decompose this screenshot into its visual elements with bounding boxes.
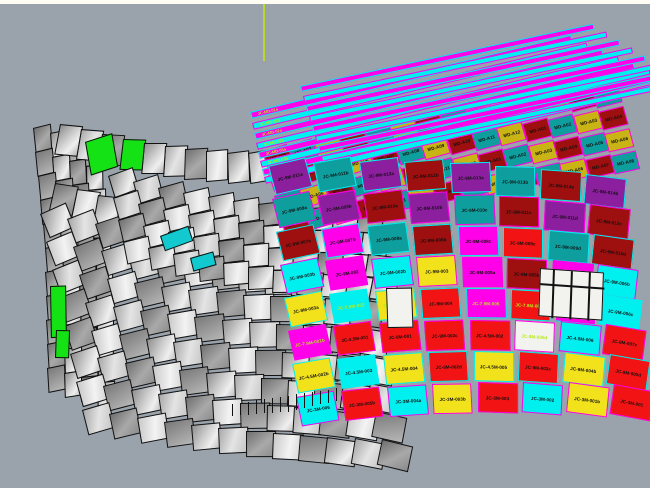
keel-rib — [240, 402, 242, 416]
white-subpanel — [386, 287, 414, 329]
keel-rib — [264, 399, 266, 414]
keel-rib — [248, 401, 250, 415]
white-subpanel-divider — [551, 269, 555, 319]
keel-rib — [336, 388, 338, 401]
keel-rib — [272, 398, 274, 413]
keel-rib — [288, 395, 290, 412]
keel-rib — [304, 393, 306, 408]
keel-rib — [312, 392, 314, 407]
keel-rib — [280, 396, 282, 413]
white-subpanel-divider — [569, 271, 573, 320]
keel-rib — [232, 404, 234, 416]
keel-rib — [320, 390, 322, 405]
white-subpanel-divider — [540, 283, 605, 290]
white-subpanel-divider — [587, 272, 591, 321]
keel-rib — [296, 394, 298, 410]
white-subpanel — [538, 268, 605, 321]
axis-marker-line — [263, 4, 265, 61]
keel-rib — [328, 389, 330, 403]
viewport-top-border — [0, 0, 650, 4]
keel-rib — [256, 400, 258, 414]
